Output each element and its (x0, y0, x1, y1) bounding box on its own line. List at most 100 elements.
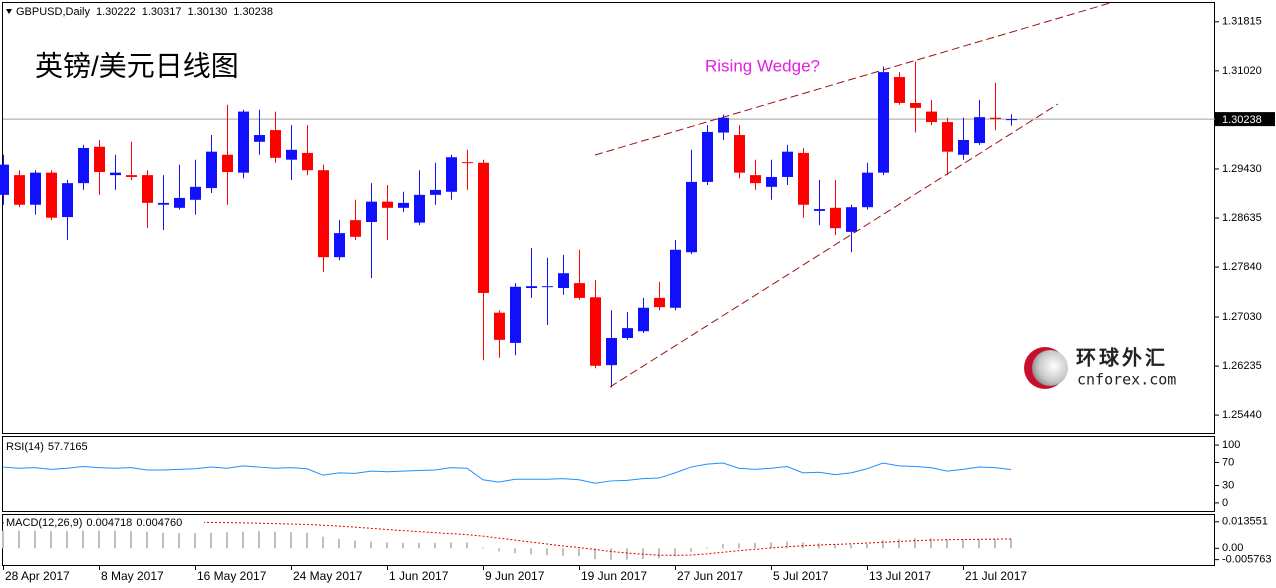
macd-bar (466, 542, 468, 549)
macd-bar (418, 542, 420, 549)
x-tick-label: 8 May 2017 (101, 569, 164, 583)
y-tick-label: 1.26235 (1222, 360, 1262, 372)
macd-bar (226, 532, 228, 549)
x-tick-label: 13 Jul 2017 (869, 569, 931, 583)
candle-body (782, 151, 793, 177)
candle-body (510, 286, 521, 343)
macd-bar (194, 533, 196, 549)
candle-body (974, 117, 985, 144)
candle-body (382, 201, 393, 208)
macd-bar (146, 531, 148, 549)
candle-body (574, 283, 585, 298)
macd-bar (306, 532, 308, 549)
x-tick-label: 19 Jun 2017 (581, 569, 647, 583)
macd-bar (514, 548, 516, 554)
y-tick-label: 100 (1222, 439, 1240, 451)
current-price-label: 1.30238 (1222, 114, 1262, 126)
candle-body (0, 164, 9, 195)
candle-body (670, 249, 681, 308)
macd-bar (834, 544, 836, 549)
candle-body (942, 122, 953, 152)
candle-body (366, 201, 377, 223)
y-tick-label: 1.28635 (1222, 212, 1262, 224)
candle-body (334, 233, 345, 258)
macd-bar (354, 540, 356, 549)
y-tick-label: 1.27030 (1222, 311, 1262, 323)
candle-body (750, 175, 761, 184)
wedge-lower-line (609, 103, 1059, 388)
macd-bar (50, 531, 52, 549)
header-value: 1.30317 (142, 6, 182, 18)
x-tick-label: 1 Jun 2017 (389, 569, 449, 583)
macd-bar (114, 530, 116, 549)
candle-body (270, 130, 281, 158)
macd-bar (770, 542, 772, 549)
macd-bar (546, 548, 548, 556)
macd-bar (578, 548, 580, 557)
macd-bar (434, 542, 436, 549)
watermark-logo (1024, 347, 1068, 389)
macd-bar (690, 548, 692, 552)
macd-bar (210, 532, 212, 549)
candle-body (190, 186, 201, 200)
candle-body (814, 209, 825, 211)
macd-bar (658, 548, 660, 559)
macd-bar (786, 541, 788, 549)
candle-body (126, 175, 137, 177)
macd-bar (562, 548, 564, 556)
macd-bar (2, 530, 4, 549)
macd-bar (754, 542, 756, 549)
current-price-box (1215, 112, 1275, 127)
y-tick-label: 1.29430 (1222, 163, 1262, 175)
candle-body (78, 147, 89, 184)
candle-body (94, 146, 105, 173)
macd-bar (610, 548, 612, 560)
rsi-line (2, 462, 1012, 484)
macd-bar (98, 530, 100, 549)
macd-bar (178, 533, 180, 549)
candle-body (478, 162, 489, 293)
candle-body (830, 207, 841, 229)
candle-body (798, 152, 809, 205)
wedge-upper-line (594, 2, 1111, 156)
x-tick-label: 24 May 2017 (293, 569, 363, 583)
header-value: 1.30222 (96, 6, 136, 18)
macd-bar (818, 543, 820, 549)
symbol: GBPUSD,Daily (16, 6, 90, 18)
macd-bar (1010, 539, 1012, 549)
macd-bar (338, 538, 340, 549)
macd-bar (402, 542, 404, 549)
watermark-cn: 环球外汇 (1076, 345, 1168, 369)
macd-bar (290, 532, 292, 549)
rsi-value: 57.7165 (48, 441, 88, 453)
macd-bar (130, 531, 132, 549)
candle-body (702, 131, 713, 182)
candle-body (350, 220, 361, 237)
macd-name: MACD(12,26,9) (6, 517, 82, 529)
plot-layer: 1.31815 1.31020 1.29430 1.28635 1.27840 1.270… (0, 16, 1275, 583)
candle-body (158, 202, 169, 205)
macd-bar (738, 543, 740, 549)
candle-body (558, 273, 569, 289)
candle-body (110, 172, 121, 176)
candle-body (142, 175, 153, 203)
macd-bar (706, 547, 708, 549)
macd-bar (994, 538, 996, 549)
macd-bar (930, 538, 932, 549)
macd-bar (450, 542, 452, 549)
candle-body (222, 154, 233, 173)
header-value: 1.30130 (188, 6, 228, 18)
y-tick-label: 0.013551 (1222, 516, 1268, 528)
macd-bar (498, 548, 500, 552)
candle-body (542, 286, 553, 288)
macd-bar (978, 538, 980, 549)
candle-body (462, 162, 473, 164)
main-panel (2, 2, 1215, 434)
macd-bar (258, 531, 260, 549)
macd-bar (82, 530, 84, 549)
header-value: 1.30238 (233, 6, 273, 18)
macd-bar (882, 540, 884, 549)
candle-body (414, 194, 425, 223)
candle-body (926, 111, 937, 123)
y-tick-label: 1.31020 (1222, 65, 1262, 77)
